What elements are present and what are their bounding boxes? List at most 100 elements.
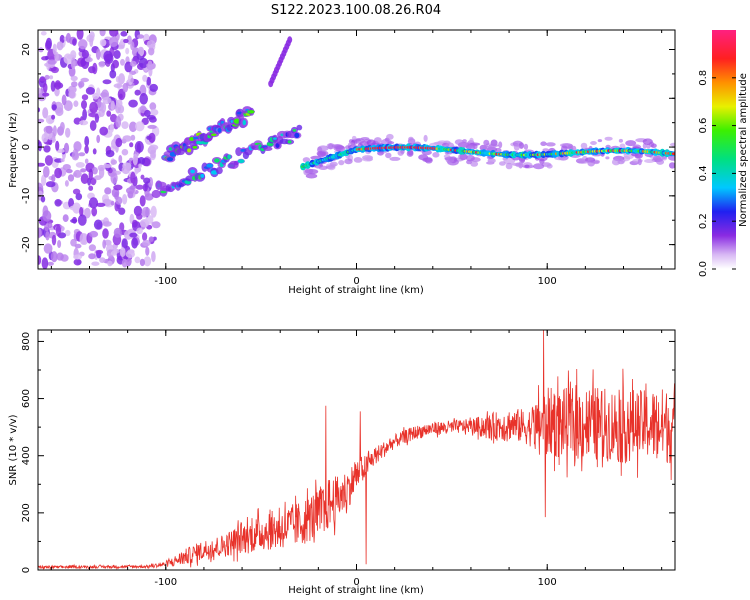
band-halo <box>644 159 655 163</box>
band-halo <box>546 164 553 169</box>
noise-blob <box>129 142 134 148</box>
spectrogram-ytick-label: -10 <box>21 188 32 204</box>
band-core <box>671 152 675 156</box>
snr-ytick-label: 800 <box>21 332 32 351</box>
noise-blob <box>50 251 58 263</box>
noise-blob <box>63 53 73 64</box>
branch-core <box>214 158 220 163</box>
band-halo <box>465 154 475 162</box>
spectrogram-ytick-label: -20 <box>21 236 32 252</box>
noise-blob <box>84 207 91 219</box>
noise-blob <box>104 187 112 195</box>
band-halo <box>577 160 589 164</box>
noise-blob <box>118 73 125 85</box>
noise-blob <box>65 169 73 174</box>
noise-blob <box>89 230 99 238</box>
noise-blob <box>148 47 155 56</box>
band-halo <box>513 143 520 151</box>
noise-blob <box>121 238 128 249</box>
noise-blob <box>102 96 112 105</box>
band-halo <box>637 158 642 166</box>
noise-blob <box>73 258 82 266</box>
noise-blob <box>113 184 123 191</box>
band-halo <box>400 149 405 154</box>
noise-blob <box>93 219 103 230</box>
branch-core <box>190 169 195 174</box>
band-halo <box>592 160 600 165</box>
noise-blob <box>88 66 96 74</box>
branch-core <box>187 148 192 153</box>
noise-blob <box>82 108 87 121</box>
colorbar-tick-label: 0.6 <box>698 118 709 134</box>
noise-blob <box>43 243 53 254</box>
noise-blob <box>80 77 89 83</box>
noise-blob <box>118 155 123 163</box>
band-halo <box>656 159 665 165</box>
band-halo <box>488 157 494 164</box>
branch-core <box>248 110 255 114</box>
branch-core <box>237 159 245 164</box>
noise-blob <box>106 110 112 117</box>
noise-blob <box>121 165 130 175</box>
band-halo <box>366 139 376 146</box>
noise-blob <box>100 102 107 113</box>
colorbar-tick-label: 0.0 <box>698 261 709 277</box>
spectrogram-xtick-label: 100 <box>538 276 557 287</box>
band-halo <box>462 139 467 143</box>
snr-ylabel: SNR (10 * v/v) <box>8 414 19 485</box>
noise-blob <box>54 80 61 90</box>
noise-blob <box>149 102 157 111</box>
noise-blob <box>117 88 126 101</box>
band-halo <box>650 143 657 148</box>
noise-blob <box>56 41 64 51</box>
noise-blob <box>81 49 89 59</box>
band-halo <box>511 162 522 166</box>
band-halo <box>567 145 572 150</box>
band-halo <box>499 161 506 166</box>
noise-blob <box>109 69 117 79</box>
noise-blob <box>78 81 85 88</box>
branch-core <box>217 127 222 133</box>
noise-blob <box>131 237 139 249</box>
band-halo <box>351 135 357 141</box>
noise-blob <box>99 30 106 37</box>
noise-blob <box>142 183 148 192</box>
noise-blob <box>137 34 144 39</box>
noise-blob <box>60 158 65 163</box>
noise-blob <box>136 213 143 220</box>
noise-blob <box>55 107 64 117</box>
noise-blob <box>142 239 151 247</box>
noise-blob <box>129 185 136 190</box>
band-halo <box>488 143 499 148</box>
band-halo <box>325 165 335 170</box>
noise-blob <box>99 126 108 136</box>
spectrogram-ytick-label: 20 <box>21 43 32 56</box>
noise-blob <box>64 180 69 187</box>
noise-blob <box>65 229 71 237</box>
noise-blob <box>150 109 159 116</box>
band-halo <box>386 133 394 140</box>
noise-blob <box>110 113 118 123</box>
band-halo <box>423 134 428 142</box>
band-halo <box>604 136 613 141</box>
noise-blob <box>107 260 113 267</box>
noise-blob <box>59 34 65 44</box>
snr-frame <box>37 329 676 571</box>
band-halo <box>483 139 490 146</box>
branch-halo <box>215 167 223 175</box>
noise-blob <box>71 151 80 161</box>
band-halo <box>625 140 637 147</box>
noise-blob <box>47 66 57 72</box>
band-halo <box>335 145 346 152</box>
band-halo <box>523 143 529 150</box>
noise-blob <box>38 255 42 265</box>
noise-blob <box>89 120 97 131</box>
noise-blob <box>73 169 82 178</box>
noise-blob <box>80 168 87 173</box>
band-halo <box>545 142 556 147</box>
band-halo <box>587 159 595 167</box>
band-halo <box>642 138 653 145</box>
noise-blob <box>47 222 53 229</box>
band-halo <box>432 152 440 158</box>
